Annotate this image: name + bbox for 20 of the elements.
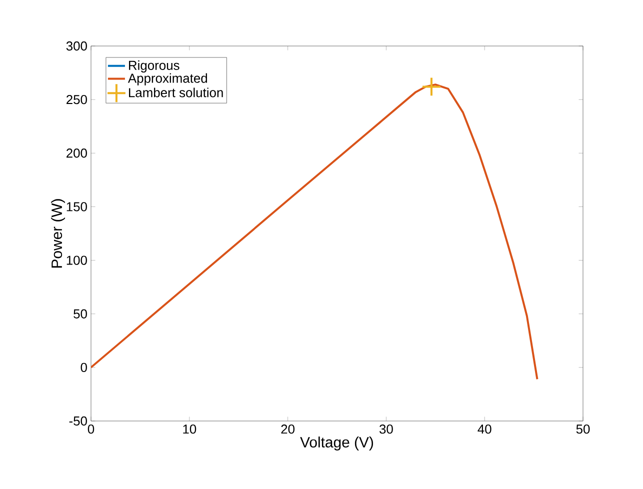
y-tick-label: 150 <box>66 202 87 212</box>
legend-label: Rigorous <box>129 60 180 73</box>
x-tick-label: 10 <box>183 424 196 434</box>
x-tick-label: 0 <box>88 424 94 434</box>
legend-label: Approximated <box>128 73 208 86</box>
x-tick-label: 50 <box>576 424 590 434</box>
x-tick-label: 30 <box>380 424 393 434</box>
y-tick-label: 200 <box>66 148 87 158</box>
legend-label: Lambert solution <box>129 88 223 98</box>
x-tick-label: 20 <box>281 424 295 434</box>
x-tick-label: 40 <box>478 424 492 434</box>
y-tick-label: 100 <box>66 256 87 265</box>
x-axis-title: Voltage (V) <box>300 436 374 450</box>
y-tick-label: 250 <box>66 94 87 104</box>
line-series <box>91 84 538 380</box>
y-tick-label: 0 <box>80 362 87 372</box>
y-axis-title: Power (W) <box>51 199 66 268</box>
y-tick-label: 300 <box>66 41 87 51</box>
y-tick-label: 50 <box>74 309 87 318</box>
y-tick-label: -50 <box>69 416 87 426</box>
